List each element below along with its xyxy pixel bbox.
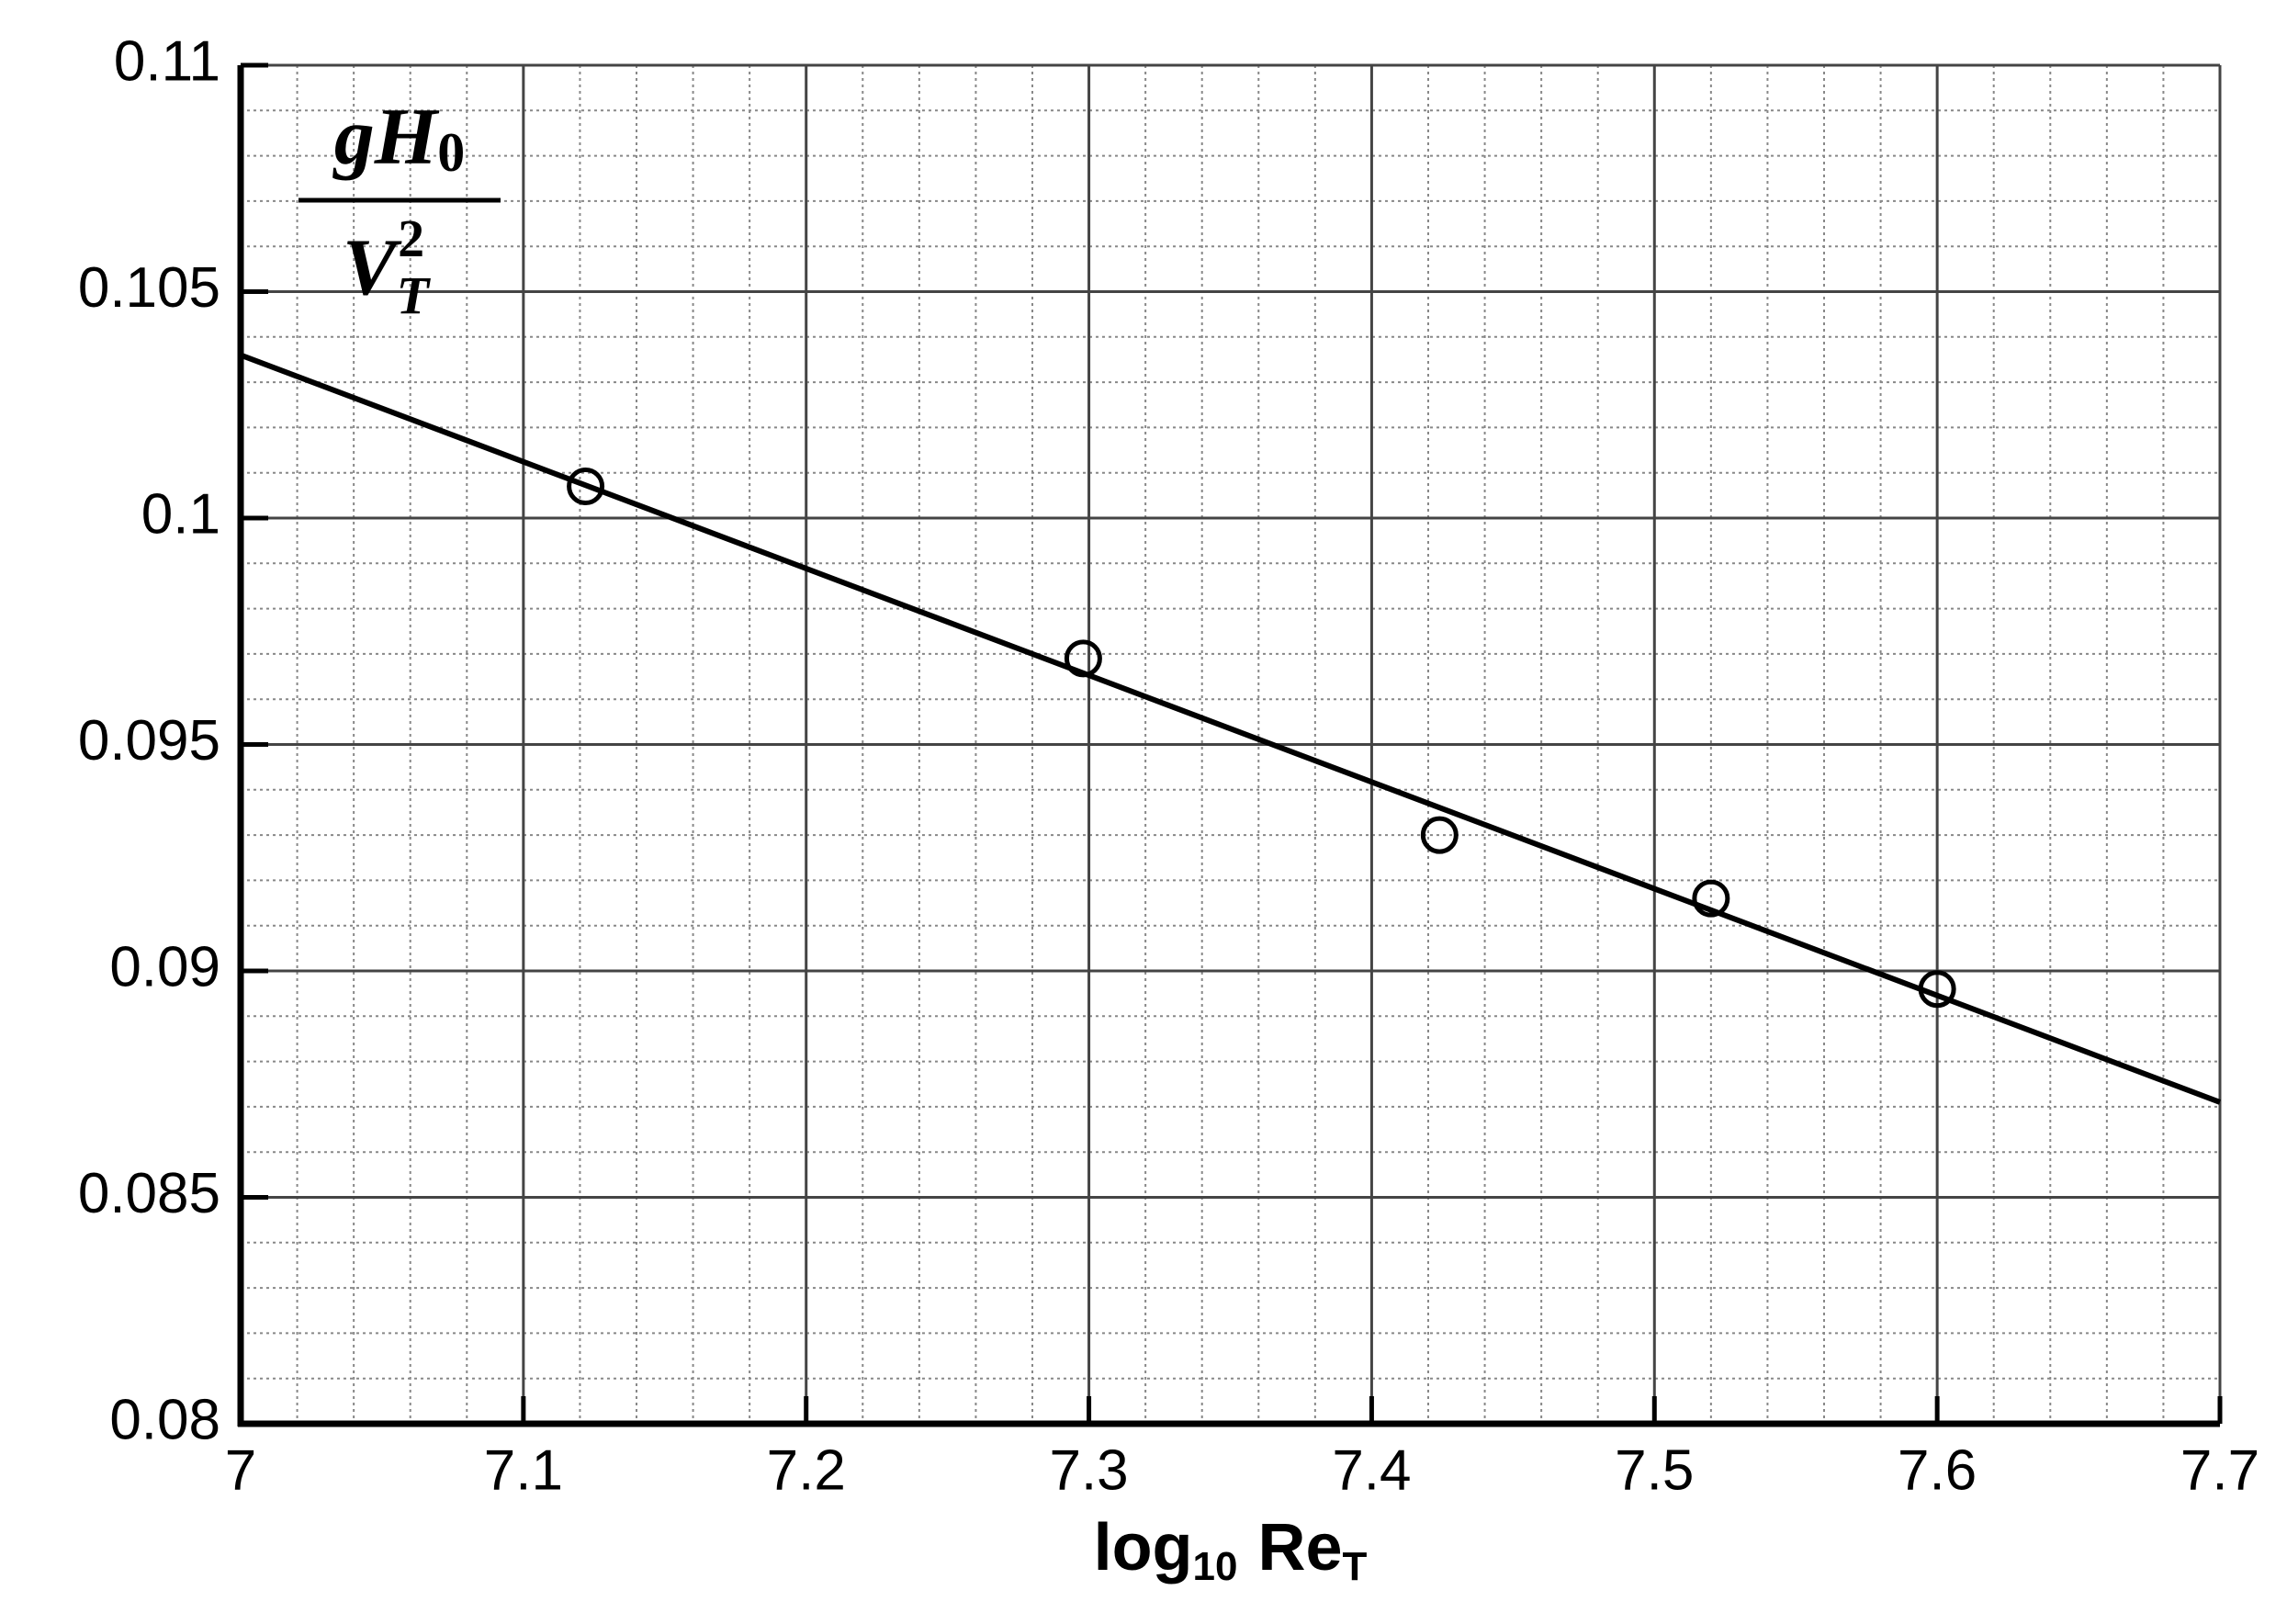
y-tick-label: 0.1 (141, 482, 220, 546)
x-tick-label: 7.7 (2180, 1438, 2259, 1502)
y-label-denominator: VT2 (343, 209, 432, 325)
y-label-part: g (332, 93, 375, 182)
x-tick-label: 7.3 (1049, 1438, 1128, 1502)
point (1064, 639, 1102, 678)
point (1692, 879, 1730, 918)
x-axis-label-part: T (1343, 1544, 1368, 1589)
y-label-part: V (343, 223, 402, 312)
x-tick-label: 7.1 (484, 1438, 563, 1502)
fit-line (239, 352, 2222, 1105)
x-tick-label: 7.2 (767, 1438, 846, 1502)
x-axis-label-part: log (1094, 1511, 1193, 1585)
y-tick-label: 0.08 (109, 1388, 220, 1451)
x-tick-label: 7.4 (1332, 1438, 1411, 1502)
point (1918, 970, 1956, 1009)
x-axis-label-part: Re (1257, 1511, 1342, 1585)
point (1420, 816, 1459, 854)
x-tick-label: 7.5 (1615, 1438, 1694, 1502)
y-tick-label: 0.09 (109, 935, 220, 998)
y-label-numerator: gH0 (332, 93, 465, 183)
y-label-part: 0 (437, 122, 465, 183)
y-tick-label: 0.095 (78, 709, 220, 773)
y-label-part: 2 (398, 209, 424, 268)
x-tick-label: 7 (225, 1438, 256, 1502)
x-axis-label: log10 ReT (1094, 1511, 1368, 1589)
y-tick-label: 0.11 (114, 29, 220, 93)
y-label-part: T (397, 265, 432, 325)
y-label-part: H (374, 93, 440, 182)
x-axis-label-part: 10 (1193, 1544, 1238, 1589)
x-tick-label: 7.6 (1898, 1438, 1977, 1502)
y-tick-label: 0.085 (78, 1162, 220, 1225)
y-tick-label: 0.105 (78, 256, 220, 320)
point (567, 467, 605, 505)
